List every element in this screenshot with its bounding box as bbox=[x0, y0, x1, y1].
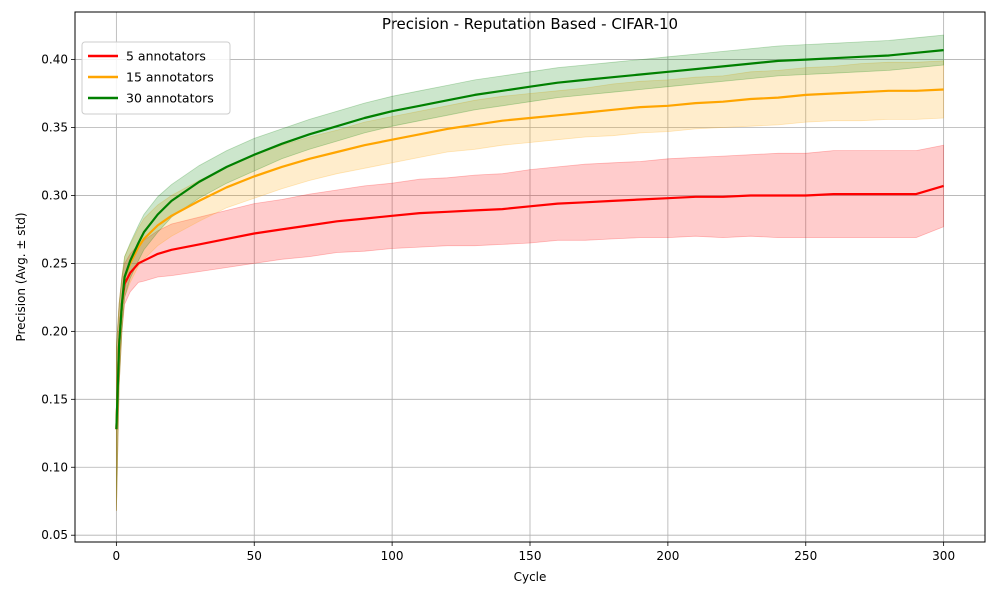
x-axis-label: Cycle bbox=[514, 570, 547, 584]
y-tick-label: 0.40 bbox=[41, 53, 68, 67]
x-tick-label: 200 bbox=[656, 549, 679, 563]
y-tick-label: 0.30 bbox=[41, 188, 68, 202]
y-tick-label: 0.05 bbox=[41, 528, 68, 542]
series-lines bbox=[115, 49, 944, 430]
x-tick-label: 50 bbox=[247, 549, 262, 563]
std-band-1 bbox=[116, 144, 944, 511]
y-tick-label: 0.35 bbox=[41, 121, 68, 135]
x-tick-label: 300 bbox=[932, 549, 955, 563]
legend-frame bbox=[81, 41, 231, 115]
std-bands bbox=[116, 34, 944, 511]
y-tick-label: 0.15 bbox=[41, 392, 68, 406]
x-tick-label: 150 bbox=[519, 549, 542, 563]
x-tick-label: 0 bbox=[113, 549, 121, 563]
std-band-2 bbox=[116, 60, 944, 511]
y-tick-label: 0.20 bbox=[41, 324, 68, 338]
legend-label: 30 annotators bbox=[126, 91, 214, 106]
std-band-3 bbox=[116, 34, 944, 511]
x-axis-ticks: 0 50 100 150 200 250 300 bbox=[113, 542, 955, 563]
y-axis-ticks: 0.05 0.10 0.15 0.20 0.25 0.30 0.35 0.40 bbox=[41, 53, 75, 542]
series-line-1 bbox=[115, 184, 944, 430]
y-tick-label: 0.10 bbox=[41, 460, 68, 474]
legend-label: 5 annotators bbox=[126, 49, 206, 64]
legend-label: 15 annotators bbox=[126, 70, 214, 85]
x-tick-label: 100 bbox=[381, 549, 404, 563]
y-axis-label: Precision (Avg. ± std) bbox=[14, 212, 28, 341]
series-line-2 bbox=[115, 88, 944, 430]
legend: 5 annotators 15 annotators 30 annotators bbox=[81, 41, 231, 115]
grid-lines bbox=[75, 12, 985, 542]
y-tick-label: 0.25 bbox=[41, 256, 68, 270]
x-tick-label: 250 bbox=[794, 549, 817, 563]
series-line-3 bbox=[115, 49, 944, 430]
